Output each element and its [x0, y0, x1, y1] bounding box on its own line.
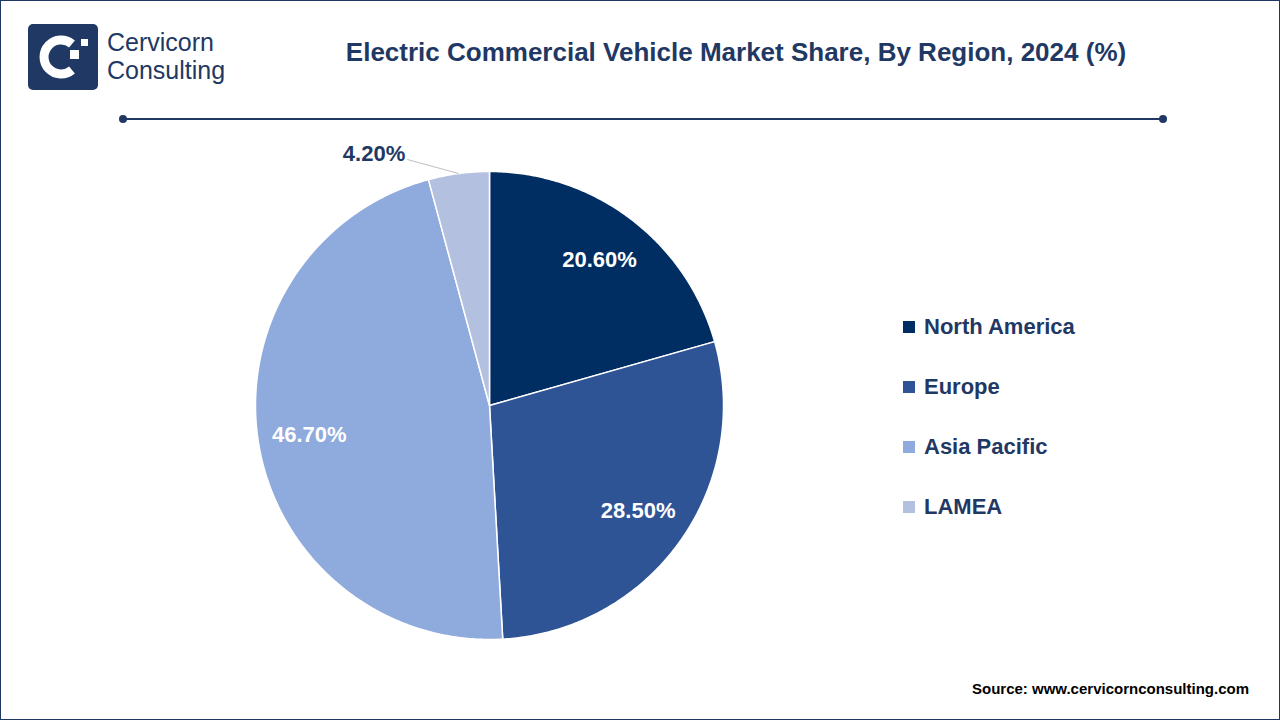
svg-text:20.60%: 20.60%	[562, 247, 637, 272]
html-text:Electric Commercial Vehicle Ma: Electric Commercial Vehicle Market Share…	[345, 37, 1127, 67]
svg-text:46.70%: 46.70%	[272, 422, 347, 447]
html-text:Cervicorn: Cervicorn	[107, 28, 214, 56]
html-text:Europe: Europe	[924, 374, 1000, 399]
html-text:LAMEA: LAMEA	[924, 494, 1003, 519]
svg-text:28.50%: 28.50%	[601, 498, 676, 523]
svg-text:4.20%: 4.20%	[343, 141, 405, 166]
html-text:North America: North America	[924, 314, 1075, 339]
html-text:Asia Pacific: Asia Pacific	[924, 434, 1048, 459]
html-text:Consulting: Consulting	[107, 56, 226, 84]
html-text:Source: www.cervicornconsultin: Source: www.cervicornconsulting.com	[972, 680, 1249, 697]
